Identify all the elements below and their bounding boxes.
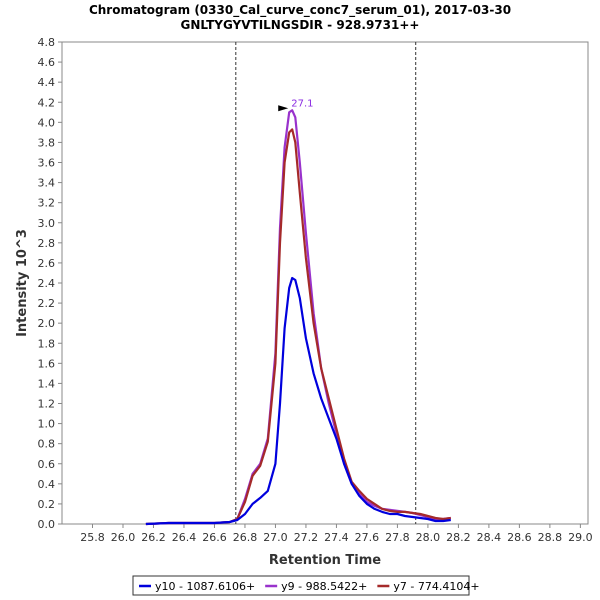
y-tick-label: 2.2 — [38, 297, 56, 310]
x-tick-label: 26.2 — [141, 531, 166, 544]
peak-label: 27.1 — [291, 98, 313, 109]
y-tick-label: 4.8 — [38, 36, 56, 49]
y-axis-title: Intensity 10^3 — [15, 229, 30, 337]
y-tick-label: 2.8 — [38, 237, 56, 250]
legend-label: y10 - 1087.6106+ — [155, 580, 255, 593]
x-tick-label: 28.6 — [507, 531, 532, 544]
x-tick-label: 25.8 — [80, 531, 105, 544]
x-axis-title: Retention Time — [269, 553, 381, 568]
y-tick-label: 2.0 — [38, 317, 56, 330]
y-tick-label: 3.8 — [38, 136, 56, 149]
y-tick-label: 4.6 — [38, 56, 56, 69]
chart-title-line1: Chromatogram (0330_Cal_curve_conc7_serum… — [89, 3, 511, 18]
legend-label: y7 - 774.4104+ — [393, 580, 479, 593]
x-tick-label: 27.4 — [324, 531, 349, 544]
x-tick-label: 28.2 — [446, 531, 471, 544]
y-tick-label: 1.8 — [38, 337, 56, 350]
y-tick-label: 3.2 — [38, 197, 56, 210]
y-tick-label: 0.2 — [38, 498, 56, 511]
y-tick-label: 3.0 — [38, 217, 56, 230]
y-tick-label: 1.6 — [38, 357, 56, 370]
peak-annotation: 27.1 — [278, 98, 313, 112]
x-tick-label: 27.0 — [263, 531, 288, 544]
x-tick-label: 28.4 — [477, 531, 502, 544]
y-tick-label: 3.6 — [38, 157, 56, 170]
y-tick-label: 0.8 — [38, 438, 56, 451]
y-axis-ticks: 0.0 0.2 0.4 0.6 0.8 1.0 1.2 1.4 1.6 1.8 2.0 2.2 2.4 2… — [38, 36, 62, 531]
x-tick-label: 29.0 — [568, 531, 593, 544]
x-tick-label: 26.8 — [233, 531, 258, 544]
x-tick-label: 28.0 — [416, 531, 441, 544]
y-tick-label: 1.4 — [38, 377, 56, 390]
series-line-y7 — [145, 128, 451, 526]
y-tick-label: 0.4 — [38, 478, 56, 491]
x-tick-label: 26.4 — [172, 531, 197, 544]
x-tick-label: 26.0 — [111, 531, 136, 544]
y-tick-label: 2.6 — [38, 257, 56, 270]
peak-arrow-icon — [278, 105, 289, 112]
y-tick-label: 3.4 — [38, 177, 56, 190]
series-line-y10 — [145, 276, 451, 526]
y-tick-label: 0.0 — [38, 518, 56, 531]
legend: y10 - 1087.6106+ y9 - 988.5422+ y7 - 774.4… — [132, 575, 480, 596]
x-tick-label: 27.2 — [294, 531, 319, 544]
y-tick-label: 1.0 — [38, 418, 56, 431]
y-tick-label: 4.2 — [38, 96, 56, 109]
y-tick-label: 1.2 — [38, 398, 56, 411]
x-tick-label: 26.6 — [202, 531, 227, 544]
x-tick-label: 28.8 — [538, 531, 563, 544]
legend-box — [132, 575, 470, 596]
x-tick-label: 27.8 — [385, 531, 410, 544]
y-tick-label: 0.6 — [38, 458, 56, 471]
integration-boundaries — [235, 42, 417, 524]
y-tick-label: 4.0 — [38, 116, 56, 129]
y-tick-label: 4.4 — [38, 76, 56, 89]
chart-title-line2: GNLTYGYVTILNGSDIR - 928.9731++ — [181, 18, 420, 32]
series-lines — [145, 109, 451, 526]
x-axis-ticks: 25.8 26.0 26.2 26.4 26.6 26.8 27.0 27.2 27.4 27.6… — [80, 524, 593, 544]
legend-label: y9 - 988.5422+ — [281, 580, 367, 593]
x-tick-label: 27.6 — [355, 531, 380, 544]
plot-area — [61, 41, 589, 525]
y-tick-label: 2.4 — [38, 277, 56, 290]
